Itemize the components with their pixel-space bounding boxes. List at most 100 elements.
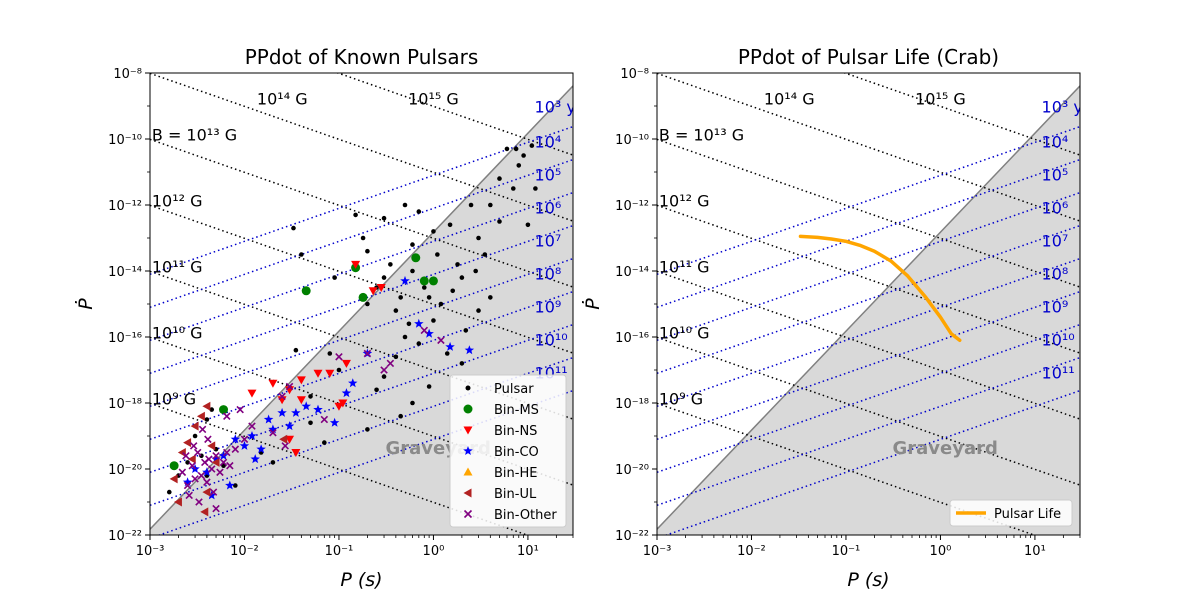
legend-label: Bin-Other	[494, 508, 557, 523]
data-point	[239, 440, 250, 450]
x-tick-label: 10⁰	[423, 544, 445, 559]
data-point	[353, 212, 358, 218]
data-point	[203, 478, 211, 486]
data-point	[360, 235, 366, 241]
data-point	[169, 474, 178, 484]
y-tick-label: 10⁻¹⁰	[108, 133, 142, 148]
data-point	[182, 477, 193, 487]
data-point	[197, 471, 206, 480]
data-point	[482, 252, 488, 257]
data-point	[438, 301, 444, 307]
data-point	[431, 229, 436, 234]
data-point	[381, 215, 387, 221]
data-point	[178, 468, 187, 477]
data-point	[393, 308, 399, 313]
data-point	[291, 449, 301, 457]
data-point	[231, 445, 240, 453]
legend-label: Bin-UL	[494, 487, 537, 502]
data-point	[204, 417, 210, 422]
data-point	[192, 433, 198, 439]
legend-marker	[463, 446, 473, 455]
data-point	[216, 468, 224, 477]
y-axis-label: Ṗ	[581, 298, 604, 310]
data-point	[166, 489, 172, 495]
data-point	[187, 454, 196, 464]
y-tick-label: 10⁻²⁰	[108, 463, 142, 478]
y-axis-label: Ṗ	[74, 298, 97, 310]
data-point	[198, 425, 207, 434]
data-point	[248, 422, 256, 430]
age-label: 10³ yr	[535, 98, 583, 117]
data-point	[296, 396, 306, 405]
data-point	[419, 276, 429, 286]
x-axis-label: P (s)	[847, 569, 889, 591]
series-bin-ms	[169, 253, 438, 471]
x-tick-label: 10⁻³	[136, 544, 165, 559]
data-point	[263, 414, 274, 424]
y-tick-label: 10⁻¹⁸	[108, 397, 142, 412]
x-tick-label: 10⁻¹	[832, 544, 861, 559]
data-point	[464, 345, 475, 355]
data-point	[400, 275, 410, 285]
data-point	[476, 308, 481, 313]
legend-label: Pulsar	[494, 382, 534, 397]
field-label: 10¹⁴ G	[764, 89, 815, 108]
age-label: 10⁹	[1042, 297, 1069, 316]
age-label: 10⁸	[535, 264, 562, 283]
legend-label: Bin-CO	[494, 445, 539, 460]
x-tick-label: 10⁻²	[737, 544, 766, 559]
data-point	[308, 394, 313, 399]
age-label: 10³ yr	[1042, 98, 1090, 117]
chart-pulsar-life: 10⁹ G 10¹⁰ G 10¹¹ G 10¹² G B = 10¹³ G 10¹⁴ G 1…	[581, 45, 1090, 591]
data-point	[435, 252, 440, 257]
data-point	[463, 328, 469, 333]
data-point	[329, 417, 340, 427]
data-point	[336, 367, 342, 373]
legend-marker	[463, 426, 473, 435]
data-point	[447, 222, 453, 228]
data-point	[398, 413, 403, 419]
plot-clip-group: 10⁹ G 10¹⁰ G 10¹¹ G 10¹² G B = 10¹³ G 10¹⁴ G 1…	[657, 73, 1090, 535]
legend-label: Bin-HE	[494, 466, 537, 481]
data-point	[278, 392, 286, 401]
data-point	[236, 405, 244, 414]
data-point	[410, 242, 415, 247]
data-point	[358, 292, 368, 302]
age-label: 10¹¹	[1042, 363, 1075, 382]
data-point	[473, 268, 478, 274]
data-point	[207, 465, 216, 473]
data-point	[338, 399, 348, 408]
field-label: B = 10¹³ G	[659, 126, 744, 145]
legend-label: Bin-MS	[494, 403, 539, 418]
data-point	[200, 507, 209, 517]
data-point	[185, 460, 190, 465]
data-point	[301, 401, 311, 411]
field-label: 10¹⁰ G	[152, 324, 203, 343]
data-point	[202, 401, 211, 411]
data-point	[247, 431, 257, 440]
data-point	[504, 146, 510, 152]
data-point	[322, 440, 327, 445]
data-point	[190, 421, 199, 431]
data-point	[334, 402, 344, 411]
data-point	[510, 186, 516, 191]
data-point	[410, 400, 415, 406]
data-point	[173, 497, 182, 507]
graveyard-region	[657, 85, 1080, 535]
data-point	[335, 353, 343, 361]
data-point	[223, 412, 231, 420]
data-point	[226, 461, 234, 470]
x-tick-label: 10¹	[517, 544, 539, 559]
data-point	[426, 384, 432, 389]
legend-label: Bin-NS	[494, 424, 537, 439]
age-label: 10⁸	[1042, 264, 1069, 283]
data-point	[202, 487, 211, 497]
data-point	[291, 407, 301, 417]
data-point	[365, 248, 370, 254]
data-point	[402, 202, 408, 208]
pulsar-life-track	[798, 234, 962, 343]
x-tick-label: 10⁰	[930, 544, 952, 559]
field-label: 10¹⁴ G	[257, 89, 308, 108]
